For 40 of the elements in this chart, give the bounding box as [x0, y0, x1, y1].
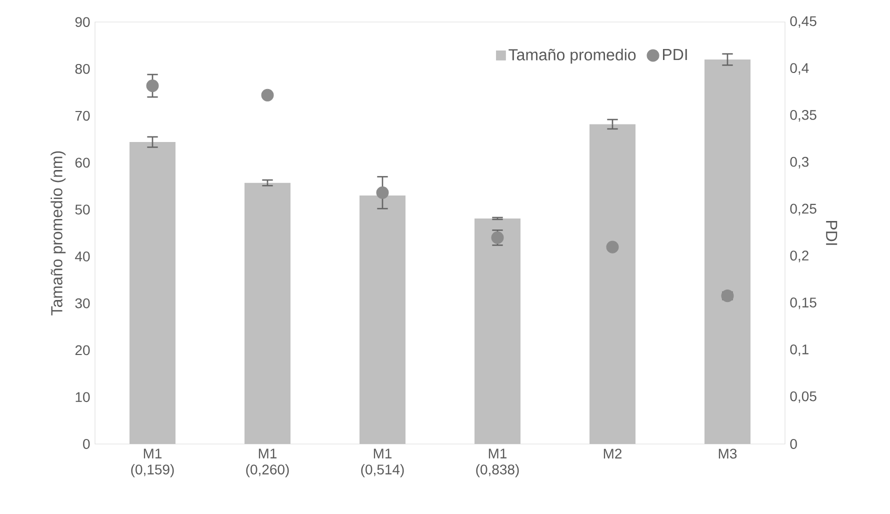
point — [261, 88, 274, 102]
point — [146, 80, 159, 92]
legend-label: Tamaño promedio — [508, 48, 636, 64]
bar — [589, 124, 636, 444]
bar — [704, 60, 750, 444]
x-tick-label: M2 — [604, 448, 622, 458]
y2-tick-label: 0,45 — [790, 16, 816, 28]
x-tick-label: M1 (0,260) — [246, 448, 289, 478]
y-tick-label: 30 — [75, 298, 90, 308]
point — [606, 240, 619, 254]
y2-tick-label: 0,35 — [790, 110, 816, 122]
y-axis-title: Tamaño promedio (nm) — [50, 151, 66, 316]
y-tick-label: 20 — [75, 345, 90, 356]
x-tick-label: M1 (0,838) — [476, 448, 519, 478]
point — [376, 186, 389, 199]
y2-tick-label: 0,4 — [790, 63, 809, 75]
y-tick-label: 70 — [75, 110, 90, 121]
y2-tick-label: 0,2 — [790, 250, 808, 262]
y2-tick-label: 0,05 — [790, 391, 816, 403]
y2-tick-label: 0,3 — [790, 156, 809, 168]
y2-tick-label: 0,1 — [790, 344, 808, 356]
y-tick-label: 40 — [75, 251, 90, 262]
bar — [244, 182, 291, 444]
bar — [130, 142, 176, 444]
x-tick-label: M1 (0,159) — [131, 448, 174, 478]
y-tick-label: 50 — [75, 204, 90, 215]
x-tick-label: M3 — [718, 448, 737, 459]
bar — [474, 218, 520, 444]
legend-label: PDI — [663, 49, 687, 60]
y-tick-label: 10 — [76, 392, 90, 402]
y2-tick-label: 0,15 — [790, 298, 816, 310]
y2-tick-label: 0,25 — [790, 204, 816, 216]
y-tick-label: 0 — [83, 439, 90, 449]
x-tick-label: M1 (0,514) — [361, 448, 404, 478]
y-tick-label: 60 — [75, 158, 90, 168]
y-tick-label: 80 — [75, 64, 90, 74]
y-tick-label: 90 — [75, 17, 90, 27]
y2-tick-label: 0 — [790, 439, 797, 449]
y2-axis-title: PDI — [826, 220, 838, 245]
bar — [360, 195, 406, 444]
